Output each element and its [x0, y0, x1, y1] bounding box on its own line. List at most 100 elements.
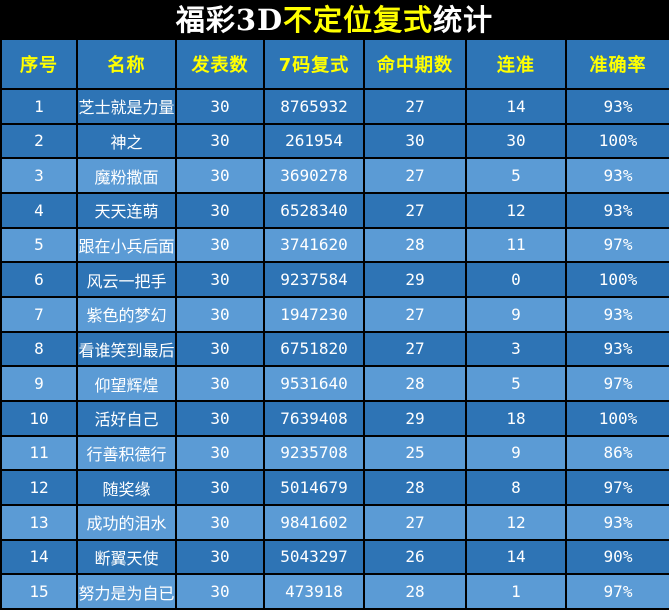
cell-code7: 5014679	[263, 469, 365, 506]
cell-published: 30	[175, 434, 265, 472]
cell-streak: 8	[465, 469, 567, 506]
cell-hits: 27	[363, 88, 467, 125]
table-row: 11 行善积德行 30 9235708 25 9 86%	[0, 434, 669, 472]
cell-hits: 27	[363, 191, 467, 229]
cell-published: 30	[175, 226, 265, 264]
page-title: 福彩3D不定位复式统计	[0, 0, 669, 38]
cell-name: 神之	[76, 122, 177, 160]
cell-streak: 11	[465, 226, 567, 264]
cell-code7: 9531640	[263, 365, 365, 402]
cell-hits: 27	[363, 330, 467, 368]
cell-name: 魔粉撒面	[76, 157, 177, 194]
table-row: 15 努力是为自已 30 473918 28 1 97%	[0, 573, 669, 610]
cell-hits: 28	[363, 573, 467, 610]
cell-streak: 9	[465, 434, 567, 472]
cell-code7: 9237584	[263, 261, 365, 298]
table-row: 5 跟在小兵后面 30 3741620 28 11 97%	[0, 226, 669, 264]
cell-name: 努力是为自已	[76, 573, 177, 610]
title-part-2: 不定位复式	[283, 3, 434, 37]
title-part-3: 统计	[433, 3, 494, 37]
cell-name: 芝士就是力量	[76, 88, 177, 125]
cell-published: 30	[175, 573, 265, 610]
cell-streak: 14	[465, 88, 567, 125]
cell-code7: 6528340	[263, 191, 365, 229]
cell-hits: 27	[363, 157, 467, 194]
cell-accuracy: 93%	[565, 157, 669, 194]
cell-no: 2	[0, 122, 78, 160]
cell-no: 11	[0, 434, 78, 472]
cell-accuracy: 93%	[565, 503, 669, 541]
cell-no: 10	[0, 399, 78, 437]
cell-published: 30	[175, 88, 265, 125]
cell-accuracy: 97%	[565, 365, 669, 402]
cell-accuracy: 100%	[565, 122, 669, 160]
column-header-streak: 连准	[465, 38, 567, 90]
column-header-published: 发表数	[175, 38, 265, 90]
cell-no: 4	[0, 191, 78, 229]
cell-streak: 12	[465, 191, 567, 229]
column-header-no: 序号	[0, 38, 78, 90]
cell-no: 9	[0, 365, 78, 402]
cell-published: 30	[175, 365, 265, 402]
cell-accuracy: 100%	[565, 261, 669, 298]
column-header-hits: 命中期数	[363, 38, 467, 90]
cell-streak: 5	[465, 365, 567, 402]
table-row: 12 随奖缘 30 5014679 28 8 97%	[0, 469, 669, 506]
table-row: 3 魔粉撒面 30 3690278 27 5 93%	[0, 157, 669, 194]
table-row: 6 风云一把手 30 9237584 29 0 100%	[0, 261, 669, 298]
cell-code7: 1947230	[263, 295, 365, 333]
cell-name: 天天连萌	[76, 191, 177, 229]
cell-code7: 3690278	[263, 157, 365, 194]
cell-name: 活好自己	[76, 399, 177, 437]
cell-published: 30	[175, 538, 265, 576]
table-row: 10 活好自己 30 7639408 29 18 100%	[0, 399, 669, 437]
cell-hits: 29	[363, 261, 467, 298]
cell-streak: 1	[465, 573, 567, 610]
cell-name: 仰望辉煌	[76, 365, 177, 402]
cell-code7: 9841602	[263, 503, 365, 541]
cell-code7: 3741620	[263, 226, 365, 264]
cell-hits: 26	[363, 538, 467, 576]
table-row: 14 断翼天使 30 5043297 26 14 90%	[0, 538, 669, 576]
cell-accuracy: 93%	[565, 191, 669, 229]
column-header-name: 名称	[76, 38, 177, 90]
cell-accuracy: 86%	[565, 434, 669, 472]
cell-name: 紫色的梦幻	[76, 295, 177, 333]
cell-name: 风云一把手	[76, 261, 177, 298]
table-header-row: 序号 名称 发表数 7码复式 命中期数 连准 准确率	[0, 38, 669, 90]
table-row: 9 仰望辉煌 30 9531640 28 5 97%	[0, 365, 669, 402]
cell-accuracy: 93%	[565, 88, 669, 125]
cell-no: 7	[0, 295, 78, 333]
cell-streak: 3	[465, 330, 567, 368]
cell-hits: 27	[363, 295, 467, 333]
cell-name: 随奖缘	[76, 469, 177, 506]
cell-streak: 12	[465, 503, 567, 541]
cell-code7: 6751820	[263, 330, 365, 368]
title-part-1: 福彩3D	[175, 3, 284, 37]
cell-accuracy: 90%	[565, 538, 669, 576]
table-row: 8 看谁笑到最后 30 6751820 27 3 93%	[0, 330, 669, 368]
cell-no: 13	[0, 503, 78, 541]
column-header-accuracy: 准确率	[565, 38, 669, 90]
cell-no: 14	[0, 538, 78, 576]
cell-streak: 0	[465, 261, 567, 298]
cell-no: 12	[0, 469, 78, 506]
cell-streak: 14	[465, 538, 567, 576]
cell-name: 行善积德行	[76, 434, 177, 472]
cell-code7: 5043297	[263, 538, 365, 576]
cell-accuracy: 100%	[565, 399, 669, 437]
table-row: 7 紫色的梦幻 30 1947230 27 9 93%	[0, 295, 669, 333]
cell-published: 30	[175, 399, 265, 437]
cell-name: 看谁笑到最后	[76, 330, 177, 368]
cell-published: 30	[175, 122, 265, 160]
cell-published: 30	[175, 469, 265, 506]
cell-published: 30	[175, 157, 265, 194]
cell-streak: 30	[465, 122, 567, 160]
table-row: 2 神之 30 261954 30 30 100%	[0, 122, 669, 160]
stats-table: 序号 名称 发表数 7码复式 命中期数 连准 准确率 1 芝士就是力量 30 8765932 27 1…	[0, 38, 669, 610]
cell-no: 15	[0, 573, 78, 610]
table-row: 1 芝士就是力量 30 8765932 27 14 93%	[0, 88, 669, 125]
cell-code7: 261954	[263, 122, 365, 160]
cell-name: 跟在小兵后面	[76, 226, 177, 264]
